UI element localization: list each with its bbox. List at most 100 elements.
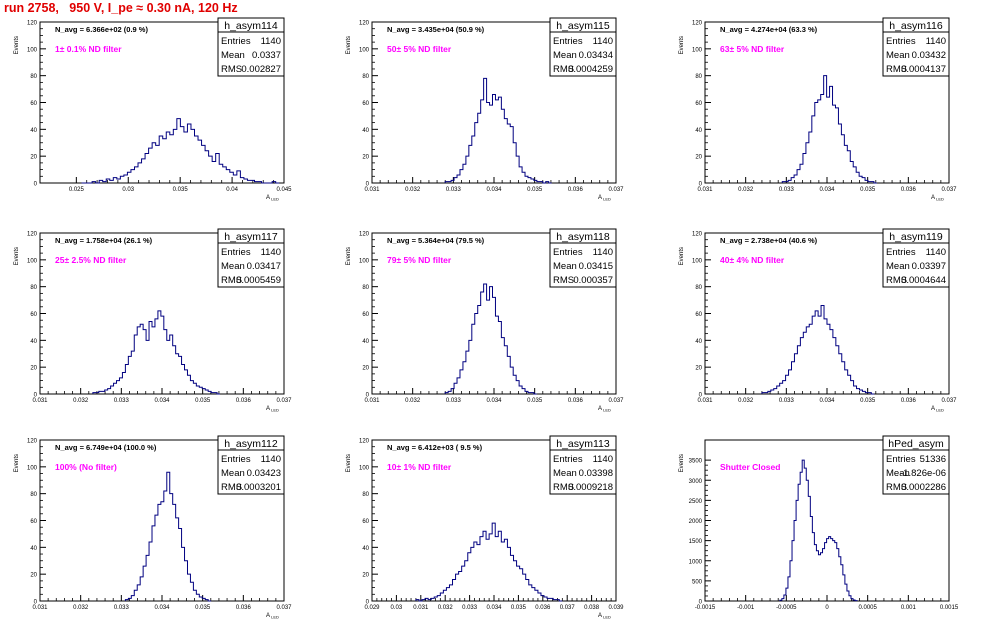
filter-label: 10± 1% ND filter xyxy=(387,462,452,472)
stats-value: 0.03434 xyxy=(579,50,613,61)
stats-key: Entries xyxy=(886,454,916,465)
stats-key: RMS xyxy=(886,275,907,286)
y-axis-title: Events xyxy=(346,454,352,472)
y-tick-label: 0 xyxy=(366,393,370,399)
x-tick-label: 0.035 xyxy=(527,187,543,193)
stats-box xyxy=(882,31,950,77)
stats-key: Entries xyxy=(221,36,251,47)
x-tick-label: 0.032 xyxy=(405,187,421,193)
x-tick-label: 0.034 xyxy=(154,398,170,404)
filter-label: 1± 0.1% ND filter xyxy=(55,44,122,54)
stats-box xyxy=(217,242,285,288)
x-tick-label: 0.033 xyxy=(779,187,795,193)
x-tick-label: 0.032 xyxy=(738,398,754,404)
x-tick-label: 0.037 xyxy=(941,187,957,193)
y-axis-title: Events xyxy=(679,454,685,472)
y-tick-label: 20 xyxy=(362,573,369,579)
histogram-title: hPed_asym xyxy=(888,438,944,450)
y-tick-label: 40 xyxy=(30,546,37,552)
stats-key: Mean xyxy=(221,50,245,61)
histogram-bars xyxy=(781,75,877,184)
stats-key: RMS xyxy=(221,64,242,75)
x-tick-label: 0.029 xyxy=(364,605,380,611)
y-tick-label: 80 xyxy=(30,492,37,498)
x-tick-label: 0.033 xyxy=(114,605,130,611)
y-tick-label: 40 xyxy=(30,339,37,345)
stats-key: Mean xyxy=(886,261,910,272)
x-tick-label: -0.0015 xyxy=(695,605,716,611)
y-tick-label: 120 xyxy=(27,21,38,27)
x-tick-label: 0.031 xyxy=(364,187,380,193)
y-tick-label: 20 xyxy=(362,155,369,161)
y-tick-label: 80 xyxy=(695,285,702,291)
x-tick-label: 0.035 xyxy=(511,605,527,611)
stats-value: 0.03415 xyxy=(579,261,613,272)
stats-value: 1140 xyxy=(261,36,281,47)
x-tick-label: 0.031 xyxy=(32,398,48,404)
histogram-panel: 0 20 40 60 80 100 120 0.031 0.032 0.033 0.034 0.035… xyxy=(679,17,957,202)
x-tick-label: 0.033 xyxy=(446,187,462,193)
y-tick-label: 0 xyxy=(366,182,370,188)
x-tick-label: -0.001 xyxy=(737,605,755,611)
y-tick-label: 60 xyxy=(30,101,37,107)
y-tick-label: 60 xyxy=(30,312,37,318)
y-tick-label: 0 xyxy=(699,393,703,399)
stats-value: 0.03432 xyxy=(912,50,946,61)
y-tick-label: 20 xyxy=(695,155,702,161)
x-axis-title: A LED xyxy=(266,406,279,413)
histogram-title: h_asym113 xyxy=(556,438,610,450)
y-axis-title: Events xyxy=(14,247,20,265)
stats-value: 51336 xyxy=(920,454,946,465)
x-tick-label: 0.032 xyxy=(73,605,89,611)
stats-key: Mean xyxy=(221,261,245,272)
x-tick-label: 0.035 xyxy=(527,398,543,404)
stats-key: RMS xyxy=(553,64,574,75)
stats-key: Entries xyxy=(221,454,251,465)
histogram-bars xyxy=(92,310,220,395)
y-tick-label: 20 xyxy=(695,366,702,372)
x-tick-label: 0.036 xyxy=(236,605,252,611)
x-tick-label: 0.039 xyxy=(608,605,624,611)
stats-value: 1140 xyxy=(593,454,613,465)
x-tick-label: 0.0015 xyxy=(940,605,959,611)
x-tick-label: 0.033 xyxy=(114,398,130,404)
y-tick-label: 20 xyxy=(30,366,37,372)
x-tick-label: 0.035 xyxy=(860,187,876,193)
stats-box xyxy=(549,449,617,495)
histogram-panel: 0 20 40 60 80 100 120 0.031 0.032 0.033 0.034 0.035… xyxy=(346,17,624,202)
x-tick-label: 0.032 xyxy=(405,398,421,404)
stats-key: Mean xyxy=(886,468,910,479)
y-tick-label: 80 xyxy=(30,74,37,80)
x-tick-label: 0.031 xyxy=(32,605,48,611)
y-tick-label: 120 xyxy=(359,232,370,238)
y-tick-label: 20 xyxy=(30,573,37,579)
histogram-bars xyxy=(124,471,212,602)
stats-key: Mean xyxy=(553,468,577,479)
stats-key: Mean xyxy=(886,50,910,61)
x-axis-title: A LED xyxy=(598,406,611,413)
y-tick-label: 100 xyxy=(27,47,38,53)
histogram-panel: 0 20 40 60 80 100 120 0.029 0.03 0.031 0.032 0.033 0… xyxy=(346,435,624,620)
histogram-title: h_asym114 xyxy=(224,20,278,32)
x-tick-label: 0.03 xyxy=(391,605,403,611)
stats-value: 1140 xyxy=(261,247,281,258)
x-tick-label: 0.036 xyxy=(568,187,584,193)
x-tick-label: 0.031 xyxy=(413,605,429,611)
stats-key: Entries xyxy=(553,36,583,47)
x-tick-label: 0.033 xyxy=(779,398,795,404)
x-tick-label: 0.032 xyxy=(73,398,89,404)
x-tick-label: 0.035 xyxy=(860,398,876,404)
y-axis-title: Events xyxy=(346,247,352,265)
stats-value: 1140 xyxy=(926,247,946,258)
filter-label: 40± 4% ND filter xyxy=(720,255,785,265)
y-tick-label: 60 xyxy=(362,519,369,525)
stats-box xyxy=(217,31,285,77)
y-tick-label: 0 xyxy=(34,393,38,399)
x-tick-label: 0.033 xyxy=(462,605,478,611)
x-axis-title: A LED xyxy=(931,406,944,413)
y-tick-label: 80 xyxy=(362,492,369,498)
y-tick-label: 3500 xyxy=(689,459,703,465)
navg-label: N_avg = 6.366e+02 (0.9 %) xyxy=(55,25,148,34)
y-axis-title: Events xyxy=(679,36,685,54)
